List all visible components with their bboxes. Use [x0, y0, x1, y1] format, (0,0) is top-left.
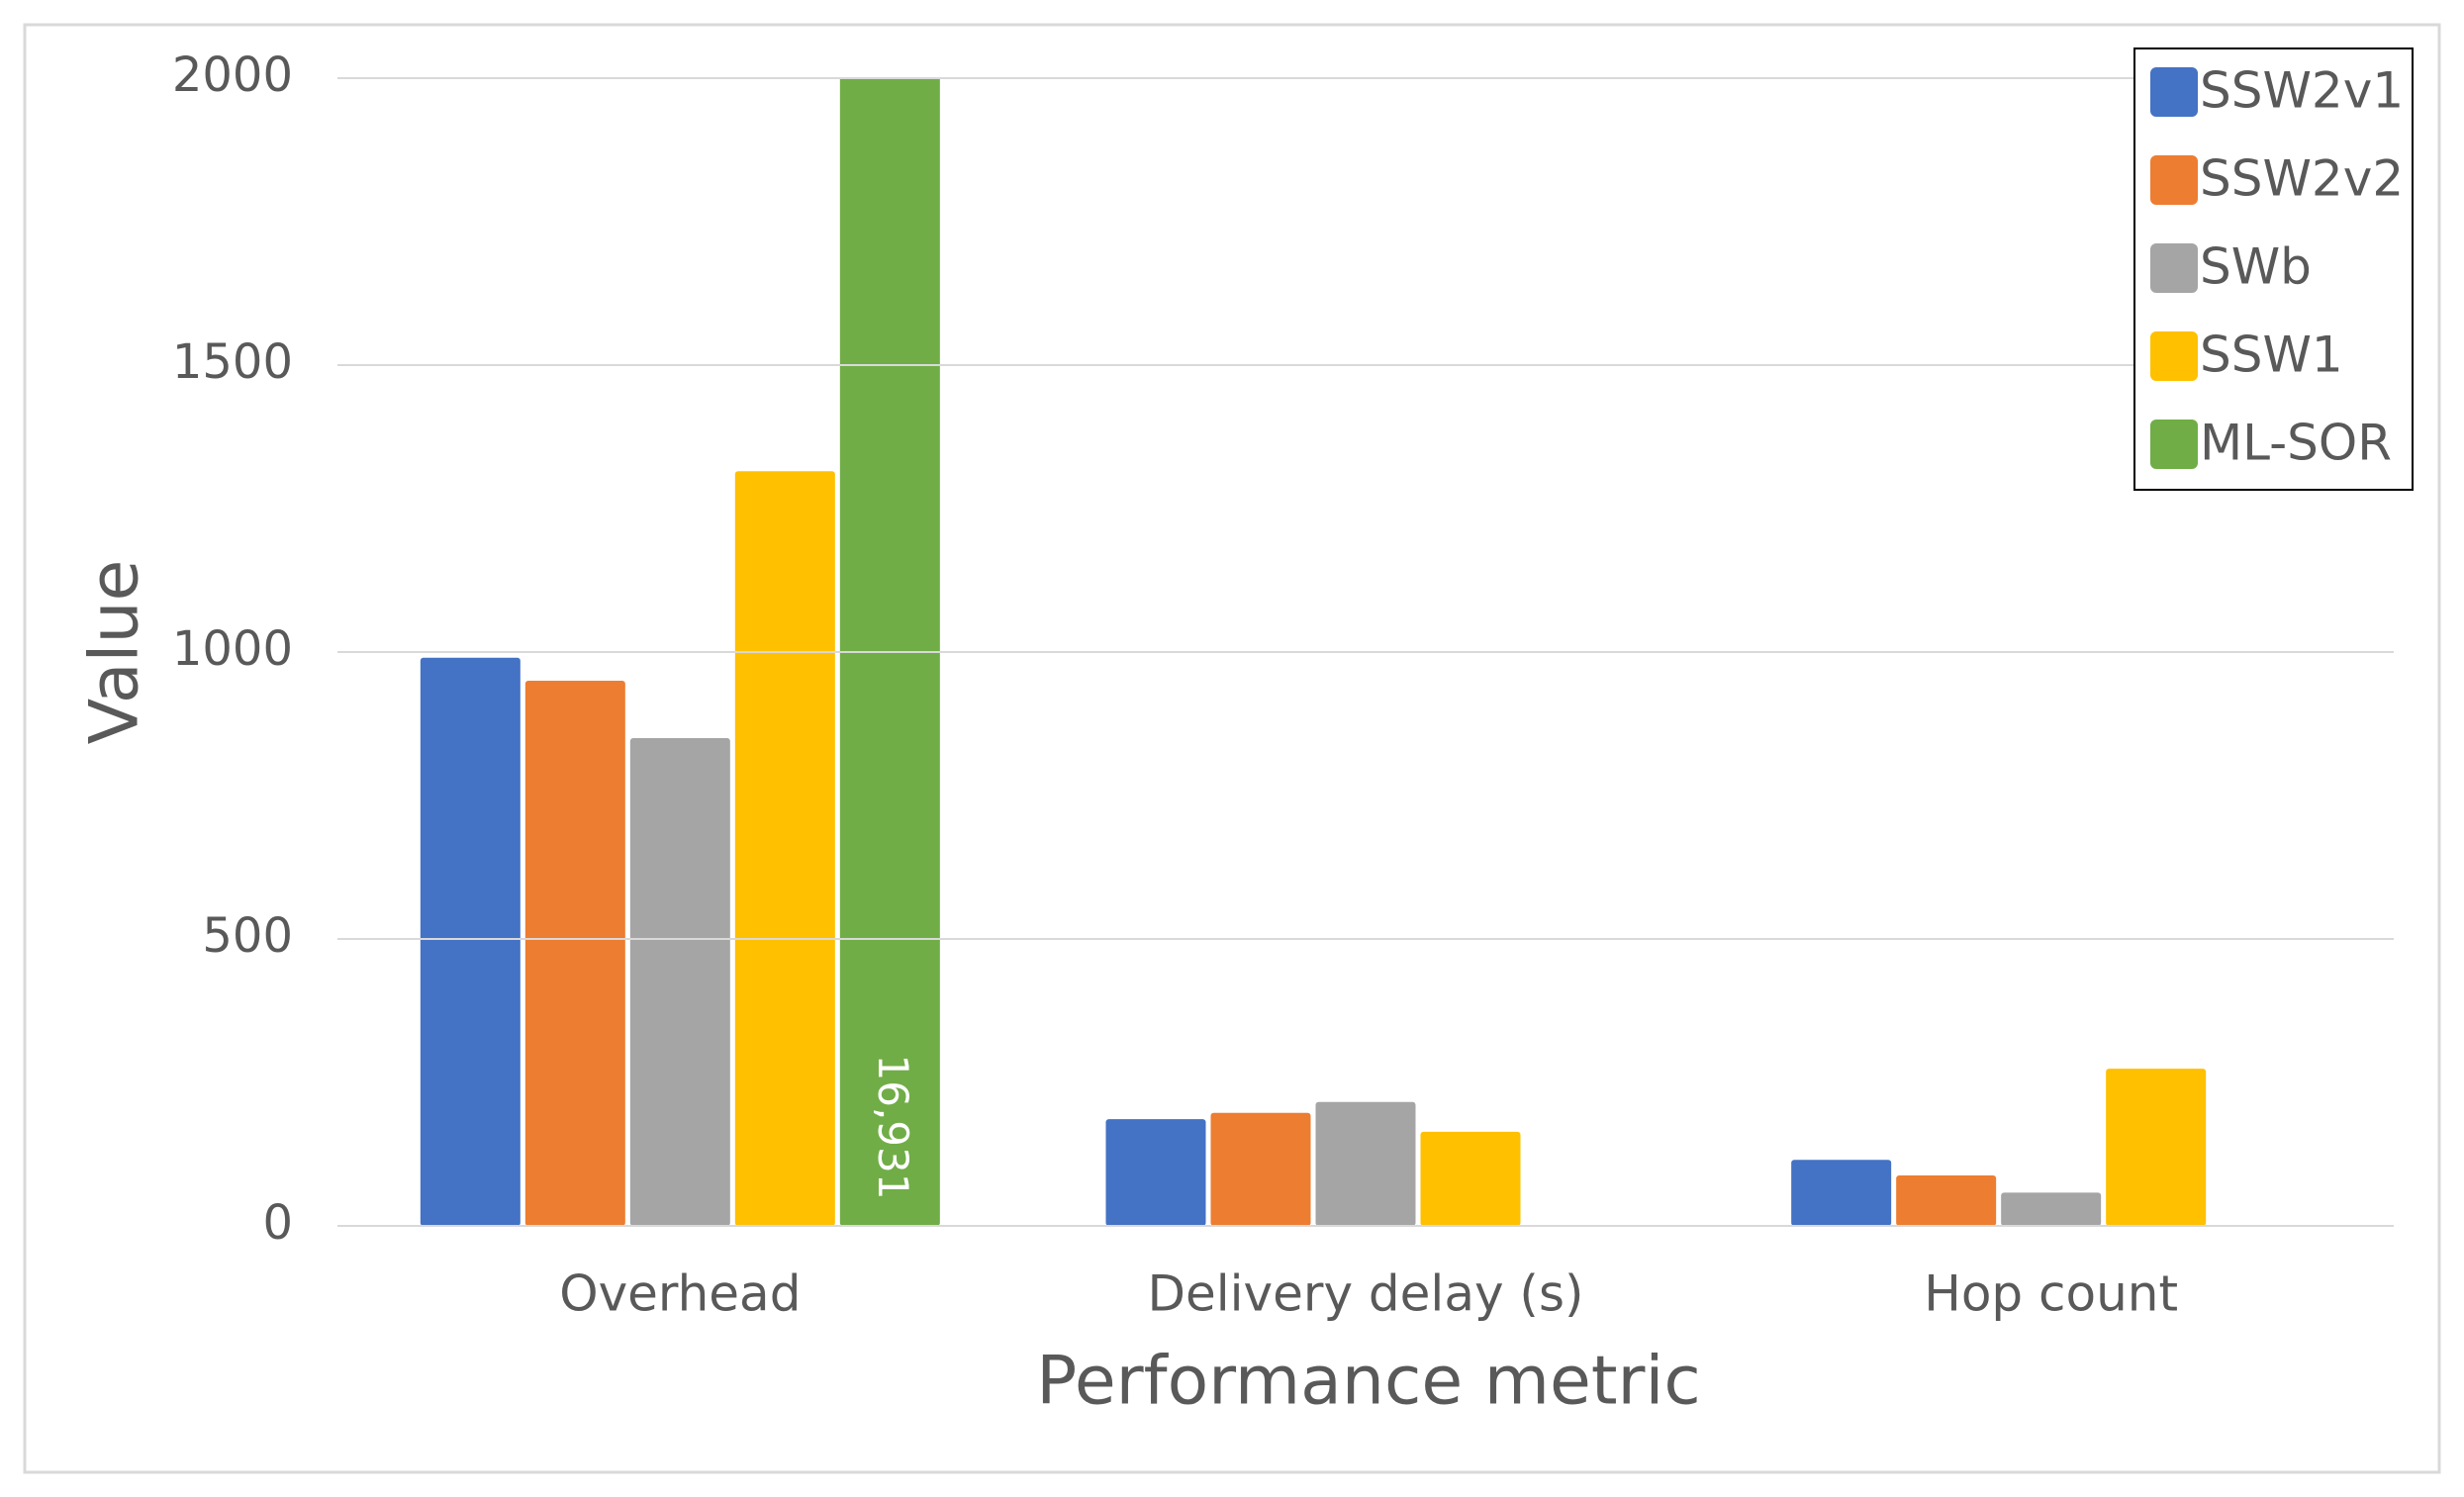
y-axis-title: Value: [76, 560, 154, 745]
legend-swatch: [2150, 155, 2198, 205]
bar: [629, 738, 730, 1226]
legend-swatch: [2150, 420, 2198, 469]
bar: [1105, 1119, 1206, 1226]
legend-label: SSW2v1: [2200, 62, 2404, 120]
legend-label: SSW1: [2200, 327, 2343, 384]
legend-swatch: [2150, 243, 2198, 293]
legend-swatch: [2150, 67, 2198, 117]
bar: [734, 471, 835, 1226]
bar: [1791, 1160, 1892, 1226]
legend-swatch: [2150, 331, 2198, 381]
legend-label: SWb: [2200, 238, 2312, 296]
y-tick-label: 2000: [172, 47, 293, 103]
y-tick-label: 500: [202, 908, 293, 964]
legend-label: ML-SOR: [2200, 415, 2392, 472]
bar: [839, 78, 940, 1226]
bar: [1315, 1101, 1416, 1226]
x-tick-label: Delivery delay (s): [1147, 1265, 1583, 1323]
bar: [524, 681, 625, 1226]
bar: [1210, 1112, 1311, 1226]
value-label: 16,931: [869, 1055, 917, 1200]
chart-border: [23, 23, 2441, 1474]
bar: [1896, 1174, 1997, 1226]
legend-label: SSW2v2: [2200, 150, 2404, 208]
x-tick-label: Overhead: [559, 1265, 801, 1323]
x-tick-label: Hop count: [1924, 1265, 2178, 1323]
y-tick-label: 0: [262, 1195, 293, 1251]
bar: [1420, 1131, 1521, 1226]
bar: [2106, 1069, 2207, 1226]
x-axis-title: Performance metric: [1036, 1343, 1701, 1421]
bar: [420, 657, 521, 1226]
y-tick-label: 1500: [172, 334, 293, 390]
bar: [2001, 1192, 2102, 1226]
y-tick-label: 1000: [172, 621, 293, 677]
plot-area: [420, 78, 2207, 1226]
